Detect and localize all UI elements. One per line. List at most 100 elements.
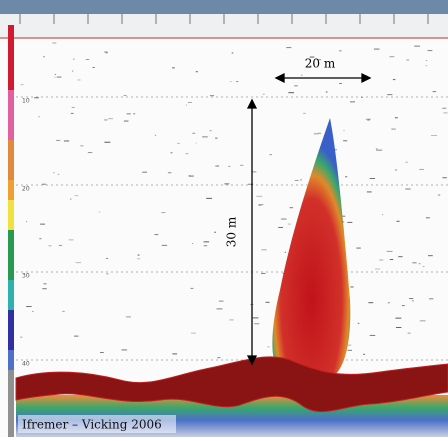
speck <box>407 332 411 334</box>
speck <box>216 308 223 310</box>
speck <box>405 161 409 163</box>
speck <box>53 172 55 174</box>
speck <box>286 47 292 49</box>
speck <box>218 300 224 302</box>
speck <box>87 152 93 154</box>
speck <box>278 226 284 228</box>
speck <box>389 56 395 58</box>
speck <box>265 301 270 303</box>
speck <box>425 60 428 62</box>
speck <box>74 335 79 337</box>
speck <box>215 137 218 139</box>
depth-label: 20 <box>22 186 30 193</box>
speck <box>172 353 178 355</box>
speck <box>347 344 352 346</box>
speck <box>192 132 196 134</box>
speck <box>170 152 173 154</box>
speck <box>363 353 366 355</box>
speck <box>387 94 393 96</box>
speck <box>300 179 302 181</box>
speck <box>252 317 259 319</box>
speck <box>20 336 23 338</box>
speck <box>195 71 198 73</box>
speck <box>350 101 356 103</box>
speck <box>229 319 234 321</box>
speck <box>442 107 447 109</box>
speck <box>177 142 181 144</box>
speck <box>188 175 194 177</box>
speck <box>347 221 353 223</box>
speck <box>209 95 215 97</box>
speck <box>394 169 398 171</box>
speck <box>214 231 216 233</box>
speck <box>20 84 24 86</box>
speck <box>63 140 70 142</box>
speck <box>56 139 61 141</box>
speck <box>368 302 374 304</box>
speck <box>376 149 383 151</box>
speck <box>261 249 267 251</box>
speck <box>367 119 370 121</box>
speck <box>369 177 376 179</box>
speck <box>392 79 396 81</box>
speck <box>432 91 437 93</box>
speck <box>267 346 270 348</box>
speck <box>247 183 254 185</box>
speck <box>309 56 315 58</box>
speck <box>58 244 62 246</box>
speck <box>396 220 400 222</box>
ruler-ticks <box>19 14 429 24</box>
speck <box>437 194 441 196</box>
seabed <box>15 356 448 413</box>
speck <box>261 272 266 274</box>
speck <box>104 141 111 143</box>
speck <box>339 50 342 52</box>
speck <box>369 334 376 336</box>
speck <box>43 283 47 285</box>
speck <box>56 76 62 78</box>
speck <box>136 258 141 260</box>
speck <box>98 211 101 213</box>
speck <box>217 357 221 359</box>
speck <box>357 322 360 324</box>
top-bar <box>0 0 448 14</box>
speck <box>350 286 354 288</box>
speck <box>443 112 448 114</box>
speck <box>57 173 60 175</box>
speck <box>40 223 45 225</box>
speck <box>73 58 75 60</box>
speck <box>224 183 230 185</box>
speck <box>123 94 127 96</box>
speck <box>262 93 265 95</box>
speck <box>209 130 212 132</box>
depth-label: 40 <box>22 361 30 368</box>
speck <box>254 323 260 325</box>
speck <box>269 154 273 156</box>
speck <box>92 66 95 68</box>
speck <box>125 316 131 318</box>
speck <box>62 310 65 312</box>
width-arrow <box>274 72 372 84</box>
speck <box>256 195 263 197</box>
speck <box>26 306 32 308</box>
speck <box>412 262 417 264</box>
speck <box>70 198 72 200</box>
speck <box>161 244 168 246</box>
speck <box>185 153 189 155</box>
speck <box>202 136 208 138</box>
speck <box>42 183 47 185</box>
speck <box>206 197 212 199</box>
speck <box>32 311 34 313</box>
speck <box>373 48 380 50</box>
speck <box>402 305 405 307</box>
speck <box>425 65 428 67</box>
speck <box>105 52 108 54</box>
credit-bg <box>18 415 176 433</box>
speck <box>418 263 421 265</box>
speck <box>54 73 56 75</box>
speck <box>382 214 384 216</box>
depth-grid <box>16 96 448 361</box>
speck <box>203 245 208 247</box>
speck <box>343 130 345 132</box>
